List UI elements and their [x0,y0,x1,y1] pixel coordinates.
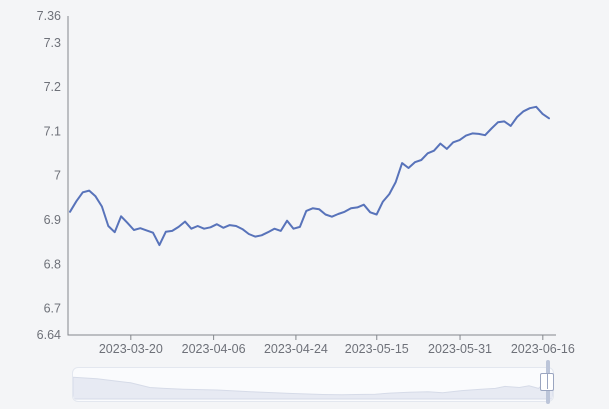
y-axis-label: 6.8 [44,257,61,271]
datazoom-handle-grip-icon[interactable] [540,373,554,391]
y-axis-label: 7.2 [44,80,61,94]
y-axis-label: 6.7 [44,302,61,316]
x-axis-label: 2023-03-20 [99,342,163,356]
x-axis-label: 2023-06-16 [511,342,575,356]
y-axis-label: 6.64 [37,328,61,342]
x-axis-label: 2023-04-24 [264,342,328,356]
datazoom-navigator[interactable] [72,367,554,402]
x-axis-label: 2023-04-06 [182,342,246,356]
y-axis-label: 7.1 [44,124,61,138]
y-axis-label: 7.36 [37,9,61,23]
y-axis-label: 6.9 [44,213,61,227]
axis-lines [67,16,556,336]
datazoom-handle[interactable] [539,360,557,404]
overview-area-series [73,376,553,400]
x-axis-label: 2023-05-15 [345,342,409,356]
x-axis-label: 2023-05-31 [428,342,492,356]
datazoom-overview-area [73,376,553,400]
y-axis-label: 7 [54,169,61,183]
y-axis-label: 7.3 [44,36,61,50]
price-line-series [69,105,550,247]
